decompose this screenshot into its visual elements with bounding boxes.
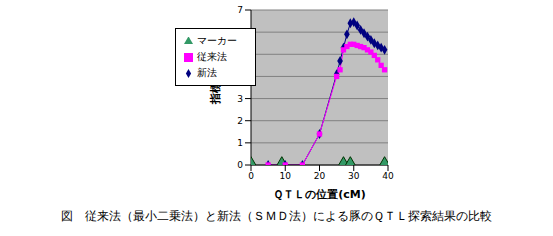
svg-text:40: 40: [382, 171, 394, 181]
svg-text:0: 0: [237, 160, 243, 170]
html-text:マーカー: マーカー: [197, 35, 237, 46]
svg-text:3: 3: [237, 94, 243, 104]
svg-text:7: 7: [237, 5, 243, 15]
svg-text:30: 30: [348, 171, 360, 181]
svg-text:10: 10: [280, 171, 292, 181]
svg-text:ＱＴＬの位置(cM): ＱＴＬの位置(cM): [273, 188, 366, 200]
html-text:図 従来法（最小二乗法）と新法（ＳＭＤ法）による豚のＱＴＬ探: 図 従来法（最小二乗法）と新法（ＳＭＤ法）による豚のＱＴＬ探索結果の比較: [61, 209, 492, 223]
svg-text:指標値: 指標値: [209, 71, 222, 105]
svg-text:6: 6: [237, 27, 243, 37]
svg-text:1: 1: [237, 138, 243, 148]
svg-text:20: 20: [314, 171, 326, 181]
svg-text:5: 5: [237, 49, 243, 59]
html-text:新法: 新法: [197, 67, 217, 78]
svg-text:2: 2: [237, 116, 243, 126]
svg-text:0: 0: [248, 171, 254, 181]
svg-text:4: 4: [237, 72, 243, 82]
html-text:従来法: 従来法: [197, 51, 227, 62]
